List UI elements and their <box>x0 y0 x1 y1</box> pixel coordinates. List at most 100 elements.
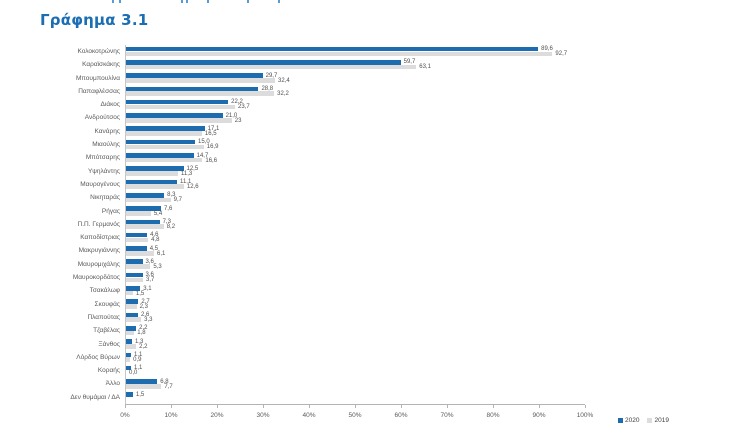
bar-2019 <box>126 317 142 323</box>
chart-row: Άλλο 6,8 7,7 <box>5 377 665 391</box>
chart-row: Τζαβέλας 2,2 1,8 <box>5 324 665 338</box>
value-label-2019: 5,3 <box>153 263 162 270</box>
value-label-2020: 59,7 <box>403 59 416 66</box>
value-label-2020: 4,6 <box>150 232 159 239</box>
value-label-2020: 12,5 <box>186 165 199 172</box>
value-label-2019: 16,9 <box>206 144 219 151</box>
bar-track: 11,1 12,6 <box>125 177 586 192</box>
bar-2020 <box>126 339 132 344</box>
bar-2019 <box>126 330 135 336</box>
bar-2019 <box>126 184 184 190</box>
value-label-2020: 1,5 <box>135 391 145 398</box>
value-label-2019: 2,3 <box>139 303 148 310</box>
value-label-2019: 1,8 <box>137 330 146 337</box>
category-label: Μιαούλης <box>92 141 120 149</box>
category-label: Κανάρης <box>94 127 120 135</box>
bar-2020 <box>126 126 205 132</box>
bar-2020 <box>126 86 259 92</box>
legend: 2020 2019 <box>618 417 669 424</box>
bar-2020 <box>126 232 148 238</box>
value-label-2019: 32,2 <box>277 91 289 98</box>
value-label-2019: 32,4 <box>278 77 290 84</box>
value-label-2019: 11,3 <box>180 170 193 177</box>
value-label-2020: 17,1 <box>207 125 220 132</box>
bar-track: 15,0 16,9 <box>125 138 586 152</box>
value-label-2019: 16,6 <box>205 157 218 164</box>
chart-row: Κολοκοτρώνης 89,6 92,7 <box>5 45 665 59</box>
category-label: Μαυροκορδάτος <box>72 274 120 282</box>
bar-track: 14,7 16,6 <box>125 151 586 165</box>
value-label-2019: 3,7 <box>146 277 155 284</box>
bar-2019 <box>126 264 151 269</box>
value-label-2020: 7,3 <box>162 219 171 226</box>
value-label-2019: 1,5 <box>135 290 145 297</box>
bar-2019 <box>126 197 171 203</box>
value-label-2020: 3,6 <box>145 258 154 265</box>
category-label: Λόρδος Βύρων <box>76 353 120 361</box>
chart-row: Λόρδος Βύρων 1,1 0,9 <box>5 350 665 365</box>
chart-row: Ρήγας 7,6 5,4 <box>5 204 665 218</box>
value-label-2019: 9,7 <box>173 197 182 204</box>
value-label-2019: 0,9 <box>133 357 142 364</box>
category-label: Π.Π. Γερμανός <box>77 220 120 228</box>
bar-2019 <box>126 383 162 389</box>
bar-2020 <box>126 99 229 105</box>
category-label: Μπουμπουλίνα <box>76 74 120 82</box>
category-label: Κοραής <box>97 367 120 375</box>
bar-track: 7,6 5,4 <box>125 204 586 218</box>
bar-2020 <box>126 392 133 397</box>
category-label: Καραϊσκάκης <box>82 61 120 69</box>
value-label-2020: 11,1 <box>180 179 192 186</box>
category-label: Παπαφλέσσας <box>78 87 120 95</box>
bar-2020 <box>126 166 184 171</box>
chart-row: Καραϊσκάκης 59,7 63,1 <box>5 58 665 72</box>
axis-tick-label: 70% <box>440 412 454 420</box>
chart-row: Ανδρούτσος 21,0 23 <box>5 111 665 125</box>
bar-track: 3,1 1,5 <box>125 284 586 298</box>
bar-2019 <box>126 171 178 176</box>
value-label-2020: 1,1 <box>134 352 143 359</box>
bar-track: 1,3 2,2 <box>125 337 586 351</box>
value-label-2020: 4,5 <box>149 245 159 252</box>
legend-label-2019: 2019 <box>654 417 669 424</box>
bar-2020 <box>126 73 263 78</box>
value-label-2019: 0,0 <box>129 370 138 377</box>
chart-row: Τσακάλωφ 3,1 1,5 <box>5 284 665 298</box>
chart-row: Νικηταράς 8,3 9,7 <box>5 191 665 205</box>
value-label-2020: 15,0 <box>198 139 210 146</box>
bar-2020 <box>126 192 165 198</box>
bar-2020 <box>126 153 194 158</box>
category-label: Τζαβέλας <box>93 327 120 335</box>
value-label-2020: 7,6 <box>163 205 173 212</box>
bar-track: 28,8 32,2 <box>125 84 586 99</box>
category-label: Ξάνθος <box>98 340 120 348</box>
chart-row: Μαυρογένους 11,1 12,6 <box>5 177 665 192</box>
axis-tick-label: 80% <box>486 412 500 420</box>
bar-track: 22,2 23,7 <box>125 98 586 112</box>
bar-track: 3,6 3,7 <box>125 271 586 285</box>
bar-track: 12,5 11,3 <box>125 164 586 178</box>
bar-track: 4,5 6,1 <box>125 244 586 258</box>
bar-2019 <box>126 91 275 96</box>
bar-2019 <box>126 237 149 243</box>
bar-track: 8,3 9,7 <box>125 191 586 205</box>
bar-track: 89,6 92,7 <box>125 45 586 59</box>
axis-tick-label: 20% <box>210 412 224 420</box>
value-label-2020: 1,3 <box>134 338 144 345</box>
axis-tick <box>217 405 218 409</box>
category-label: Διάκος <box>100 101 120 109</box>
value-label-2019: 3,3 <box>144 317 153 324</box>
chart-row: Μακρυγιάννης 4,5 6,1 <box>5 244 665 258</box>
chart-row: Κοραής 1,1 0,0 <box>5 364 665 378</box>
bar-2019 <box>126 64 417 70</box>
bar-2020 <box>126 139 195 145</box>
axis-tick <box>493 405 494 409</box>
axis-tick <box>585 405 586 409</box>
category-label: Σκουφάς <box>94 300 120 308</box>
value-label-2019: 5,4 <box>153 210 163 217</box>
bar-chart: Κολοκοτρώνης 89,6 92,7 Καραϊσκάκης 59,7 63,1 Μ… <box>5 45 665 423</box>
category-label: Ανδρούτσος <box>84 114 120 122</box>
legend-swatch-2019 <box>647 418 653 423</box>
bar-track: 7,3 8,2 <box>125 217 586 232</box>
